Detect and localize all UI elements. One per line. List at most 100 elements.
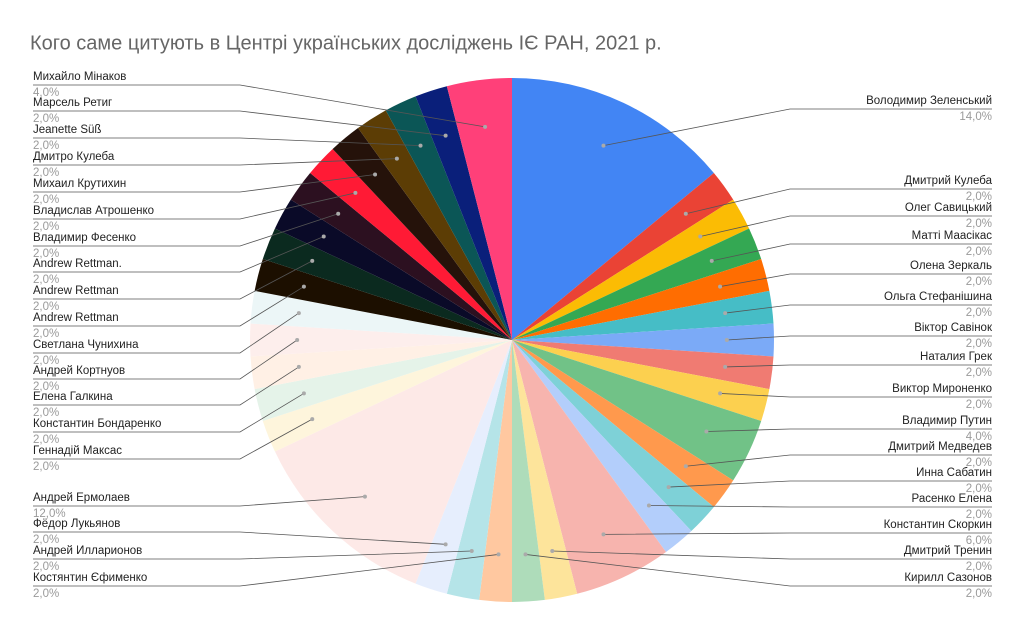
slice-label: Геннадій Максас bbox=[33, 445, 122, 457]
leader-line bbox=[700, 215, 992, 237]
leader-line bbox=[726, 335, 992, 341]
leader-line bbox=[33, 286, 305, 327]
leader-line bbox=[33, 236, 324, 273]
leader-line bbox=[33, 84, 486, 128]
pie-slice bbox=[250, 323, 512, 357]
slice-label: Віктор Савінок bbox=[914, 322, 993, 334]
slice-label: Виктор Мироненко bbox=[892, 383, 992, 395]
slice-value: 2,0% bbox=[966, 483, 992, 495]
slice-label: Олег Савицький bbox=[905, 202, 992, 214]
pie-slice bbox=[512, 199, 750, 340]
pie-slice bbox=[446, 340, 512, 600]
leader-dot bbox=[723, 364, 728, 369]
slice-value: 2,0% bbox=[33, 113, 59, 125]
pie-slice bbox=[274, 199, 512, 340]
pie-slice bbox=[512, 340, 714, 531]
leader-line bbox=[33, 192, 356, 220]
leader-dot bbox=[443, 133, 448, 138]
slice-value: 12,0% bbox=[33, 508, 66, 520]
slice-value: 2,0% bbox=[33, 561, 59, 573]
leader-dot bbox=[683, 464, 688, 469]
slice-value: 2,0% bbox=[966, 457, 992, 469]
leader-dot bbox=[296, 364, 301, 369]
slice-label: Константин Бондаренко bbox=[33, 418, 161, 430]
slice-value: 2,0% bbox=[966, 399, 992, 411]
leader-dot bbox=[310, 258, 315, 263]
chart-title: Кого саме цитують в Центрі українських д… bbox=[30, 32, 662, 54]
pie-slice bbox=[262, 228, 512, 340]
pie-slice bbox=[415, 86, 512, 341]
slice-label: Кирилл Сазонов bbox=[904, 572, 992, 584]
leader-line bbox=[33, 531, 446, 545]
pie-slice bbox=[446, 78, 512, 340]
leader-dot bbox=[469, 549, 474, 554]
pie-slice bbox=[512, 290, 774, 340]
slice-value: 2,0% bbox=[966, 367, 992, 379]
leader-dot bbox=[646, 503, 651, 508]
leader-line bbox=[725, 364, 992, 368]
pie-slice bbox=[512, 340, 770, 421]
leader-line bbox=[33, 213, 339, 247]
slice-label: Андрей Кортнуов bbox=[33, 365, 125, 377]
pie-slice bbox=[262, 340, 512, 452]
slice-label: Фёдор Лукьянов bbox=[33, 518, 120, 530]
slice-value: 2,0% bbox=[33, 588, 59, 600]
slice-value: 2,0% bbox=[33, 221, 59, 233]
leader-line bbox=[33, 339, 298, 380]
slice-value: 4,0% bbox=[33, 87, 59, 99]
leader-line bbox=[711, 243, 992, 262]
slice-value: 2,0% bbox=[966, 338, 992, 350]
slice-label: Светлана Чунихина bbox=[33, 339, 139, 351]
leader-dot bbox=[666, 485, 671, 490]
pie-slice bbox=[254, 340, 512, 421]
slice-label: Andrew Rettman bbox=[33, 312, 119, 324]
leader-line bbox=[685, 454, 992, 467]
pie-slice bbox=[310, 149, 512, 340]
slice-label: Владимир Фесенко bbox=[33, 232, 136, 244]
slice-label: Расенко Елена bbox=[912, 493, 993, 505]
pie-slice bbox=[290, 172, 512, 340]
pie-slice bbox=[512, 78, 714, 340]
slice-label: Дмитрий Кулеба bbox=[904, 175, 992, 187]
pie-slice bbox=[512, 340, 774, 390]
leader-line bbox=[33, 554, 499, 587]
pie-slice bbox=[512, 340, 734, 508]
leader-line bbox=[33, 158, 397, 166]
leader-dot bbox=[394, 156, 399, 161]
slice-label: Ольга Стефанішина bbox=[884, 291, 993, 303]
pie-slice bbox=[512, 340, 762, 481]
pie-slice bbox=[512, 259, 770, 340]
slice-label: Олена Зеркаль bbox=[910, 260, 992, 272]
leader-dot bbox=[310, 417, 315, 422]
leader-dot bbox=[321, 234, 326, 239]
slice-value: 2,0% bbox=[33, 461, 59, 473]
leader-line bbox=[525, 554, 992, 587]
slice-value: 2,0% bbox=[33, 328, 59, 340]
slice-label: Дмитрий Тренин bbox=[904, 545, 992, 557]
pie-slice bbox=[479, 340, 512, 602]
pie-slice bbox=[512, 228, 762, 340]
slice-label: Инна Сабатин bbox=[916, 467, 992, 479]
slice-label: Михаил Крутихин bbox=[33, 178, 126, 190]
leader-line bbox=[685, 188, 992, 215]
leader-dot bbox=[718, 391, 723, 396]
slice-label: Jeanette Süß bbox=[33, 124, 101, 136]
leader-dot bbox=[698, 234, 703, 239]
leader-line bbox=[725, 304, 992, 314]
slice-value: 2,0% bbox=[33, 140, 59, 152]
slice-value: 2,0% bbox=[966, 588, 992, 600]
slice-value: 2,0% bbox=[33, 274, 59, 286]
slice-value: 2,0% bbox=[966, 276, 992, 288]
leader-line bbox=[33, 418, 313, 460]
slice-value: 2,0% bbox=[33, 167, 59, 179]
slice-value: 2,0% bbox=[33, 355, 59, 367]
leader-dot bbox=[704, 429, 709, 434]
pie-slice bbox=[415, 340, 512, 594]
leader-line bbox=[33, 137, 421, 147]
slice-label: Матті Маасікас bbox=[912, 230, 993, 242]
pie-slice bbox=[250, 290, 512, 340]
leader-dot bbox=[301, 391, 306, 396]
slice-value: 2,0% bbox=[33, 407, 59, 419]
slice-value: 2,0% bbox=[33, 194, 59, 206]
slice-label: Володимир Зеленський bbox=[866, 95, 992, 107]
